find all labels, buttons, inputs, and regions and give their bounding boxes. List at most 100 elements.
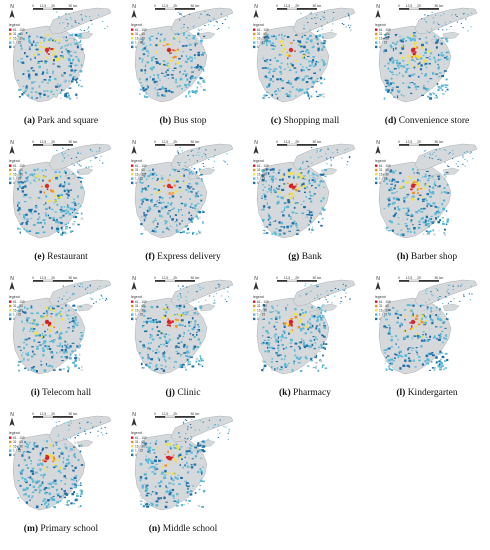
panel-title: Park and square <box>37 116 99 126</box>
scale-bar-segment <box>297 8 317 10</box>
panel-letter: (g) <box>288 252 300 262</box>
north-arrow-icon <box>375 9 381 18</box>
scale-tick-label: 25 <box>295 140 299 144</box>
density-pattern <box>17 420 108 509</box>
legend-item-label: 31 - 60 <box>13 440 23 444</box>
legend-item-label: 0 <box>13 317 15 321</box>
scale-tick-label: 12.5 <box>406 4 412 8</box>
panel-caption: (b) Bus stop <box>127 115 239 127</box>
legend-swatch <box>253 28 256 31</box>
scale-bar-segment <box>53 416 73 418</box>
legend-item-label: 1 - 15 <box>135 177 143 181</box>
islet-shape <box>442 167 460 176</box>
islet-shape <box>320 303 338 312</box>
legend-swatch <box>131 45 134 49</box>
panel-letter: (k) <box>279 388 291 398</box>
legend-item-label: 0 <box>379 45 381 49</box>
panel-letter: (d) <box>384 116 397 126</box>
legend-item-label: 1 - 15 <box>379 313 387 317</box>
legend-swatch <box>9 309 12 312</box>
mainland-shape <box>12 25 86 103</box>
island-shape <box>414 7 478 35</box>
legend-item-label: 16 - 30 <box>13 308 23 312</box>
scale-bar-segment <box>155 280 165 282</box>
legend-title: legend <box>9 23 20 27</box>
legend-swatch <box>253 304 256 308</box>
scale-tick-label: 0 <box>276 4 278 8</box>
legend-item-label: 1 - 15 <box>257 313 265 317</box>
legend-item-label: 16 - 30 <box>379 308 389 312</box>
legend-swatch <box>131 173 134 176</box>
legend-swatch <box>253 181 256 185</box>
legend-swatch <box>9 32 12 36</box>
legend-item-label: 31 - 60 <box>135 304 145 308</box>
north-label: N <box>132 412 136 418</box>
legend-swatch <box>253 300 256 303</box>
panel-title: Kindergarten <box>407 388 458 398</box>
legend-item-label: 1 - 15 <box>13 177 21 181</box>
scale-tick-label: 50 km <box>191 276 200 280</box>
legend-item-label: 0 <box>135 181 137 185</box>
legend-item-label: 61 - 100 <box>135 436 147 440</box>
legend-title: legend <box>253 23 264 27</box>
scale-tick-label: 50 km <box>69 140 78 144</box>
islet-shape <box>198 31 216 40</box>
scale-tick-label: 0 <box>32 276 34 280</box>
legend-swatch <box>9 317 12 321</box>
north-label: N <box>376 140 380 146</box>
density-pattern <box>17 283 108 373</box>
legend-item-label: 61 - 100 <box>257 28 269 32</box>
legend-item-label: 61 - 100 <box>13 28 25 32</box>
legend-item-label: 61 - 100 <box>13 164 25 168</box>
scale-tick-label: 0 <box>276 140 278 144</box>
north-label: N <box>10 140 14 146</box>
scale-bar-segment <box>33 280 43 282</box>
scale-tick-label: 12.5 <box>284 276 290 280</box>
scale-bar-segment <box>419 8 439 10</box>
scale-tick-label: 0 <box>154 276 156 280</box>
scale-tick-label: 0 <box>32 4 34 8</box>
legend-item-label: 0 <box>13 181 15 185</box>
scale-tick-label: 12.5 <box>284 4 290 8</box>
legend-item-label: 1 - 15 <box>135 449 143 453</box>
legend-swatch <box>9 449 12 452</box>
legend-item-label: 31 - 60 <box>379 168 389 172</box>
scale-bar-segment <box>155 8 165 10</box>
density-pattern <box>139 11 230 98</box>
legend-title: legend <box>375 159 386 163</box>
legend-swatch <box>131 177 134 180</box>
scale-bar-segment <box>277 144 287 146</box>
panel-letter: (a) <box>23 116 35 126</box>
legend-item-label: 31 - 60 <box>135 440 145 444</box>
legend-item-label: 16 - 30 <box>257 308 267 312</box>
legend-item-label: 61 - 100 <box>13 436 25 440</box>
panel-letter: (m) <box>23 524 39 534</box>
legend-item-label: 0 <box>379 317 381 321</box>
north-arrow-icon <box>375 145 381 154</box>
legend-swatch <box>375 164 378 167</box>
scale-tick-label: 12.5 <box>162 276 168 280</box>
legend-swatch <box>131 317 134 321</box>
legend-item-label: 61 - 100 <box>379 300 391 304</box>
north-label: N <box>254 276 258 282</box>
panel-title: Convenience store <box>398 116 470 126</box>
scale-bar-segment <box>42 143 54 146</box>
scale-tick-label: 25 <box>51 140 55 144</box>
legend-swatch <box>253 317 256 321</box>
scale-bar-segment <box>419 144 439 146</box>
legend-item-label: 1 - 15 <box>379 177 387 181</box>
scale-bar-segment <box>408 143 420 146</box>
scale-bar-segment <box>42 415 54 418</box>
legend-item-label: 61 - 100 <box>257 164 269 168</box>
scale-tick-label: 25 <box>417 276 421 280</box>
